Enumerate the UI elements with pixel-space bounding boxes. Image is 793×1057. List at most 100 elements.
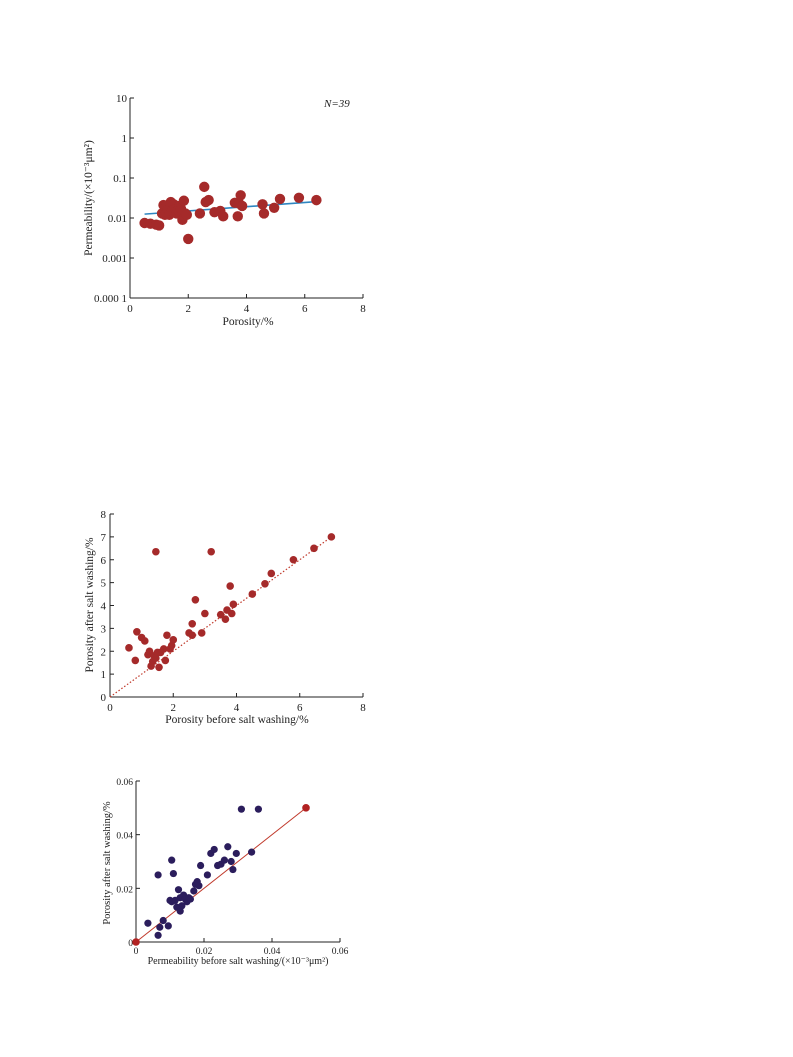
chart2-data-point — [188, 620, 197, 628]
chart1-data-point — [235, 190, 246, 201]
chart2-data-point — [207, 547, 215, 556]
chart2-y-tick-label: 3 — [101, 623, 107, 635]
chart3-highlight-point — [302, 804, 310, 812]
chart2-data-point — [197, 629, 206, 637]
chart-porosity-before-after: 0 2 4 6 8 0 1 2 3 4 5 6 7 8 Porosity before salt wash… — [84, 509, 366, 726]
chart3-data-point — [237, 805, 245, 813]
chart2-y-tick-label: 8 — [101, 509, 107, 521]
chart2-data-point — [131, 656, 140, 665]
chart1-data-point — [232, 211, 243, 222]
chart1-data-point — [194, 208, 206, 219]
chart3-data-point — [224, 843, 232, 851]
chart2-data-point — [169, 636, 178, 644]
chart2-y-label: Porosity after salt washing/% — [84, 537, 96, 673]
chart1-data-point — [203, 194, 214, 206]
chart2-data-point — [261, 579, 269, 588]
chart2-y-tick-label: 5 — [101, 578, 107, 590]
chart3-x-tick-label: 0.02 — [196, 947, 213, 957]
chart3-data-point — [169, 869, 177, 878]
chart2-y-tick-label: 0 — [101, 692, 107, 704]
chart2-data-point — [152, 547, 160, 556]
chart2-data-point — [191, 595, 200, 604]
chart2-data-point — [161, 656, 170, 665]
chart1-data-point — [293, 192, 305, 203]
chart1-data-point — [218, 211, 229, 222]
chart1-data-point — [268, 202, 280, 213]
chart3-x-tick-label: 0.04 — [264, 947, 281, 957]
chart3-data-point — [229, 865, 237, 874]
chart3-data-point — [154, 871, 162, 879]
chart2-data-point — [289, 555, 298, 564]
chart3-data-point — [232, 849, 240, 858]
chart3-data-point — [156, 923, 164, 931]
chart2-data-point — [159, 645, 168, 653]
chart3-data-point — [159, 916, 167, 925]
chart2-data-point — [201, 609, 209, 618]
chart3-data-point — [203, 871, 211, 879]
chart2-x-tick-label: 4 — [234, 702, 240, 714]
chart3-data-point — [248, 848, 256, 856]
chart2-y-tick-label: 1 — [101, 669, 107, 681]
chart3-data-point — [254, 805, 262, 813]
chart1-data-point — [153, 220, 165, 231]
chart1-data-point — [199, 181, 210, 193]
chart2-data-point — [163, 631, 171, 640]
chart2-y-tick-label: 6 — [101, 555, 107, 567]
chart1-x-tick-label: 0 — [127, 303, 133, 315]
chart2-data-point — [155, 663, 163, 672]
chart3-data-point — [186, 895, 194, 903]
chart2-y-tick-label: 7 — [101, 532, 107, 544]
chart3-data-point — [168, 898, 176, 906]
chart3-y-tick-label: 0 — [128, 939, 133, 949]
chart1-x-tick-label: 4 — [244, 303, 250, 315]
chart3-y-tick-label: 0.04 — [116, 832, 133, 842]
chart3-data-point — [210, 845, 218, 854]
chart2-x-label: Porosity before salt washing/% — [165, 714, 309, 726]
chart2-data-point — [310, 544, 318, 553]
chart-permeability-before-after: 0 0.02 0.04 0.06 0 0.02 0.04 0.06 Permeability … — [102, 778, 349, 967]
chart3-data-point — [220, 856, 228, 864]
chart3-x-tick-label: 0 — [134, 947, 139, 957]
chart3-data-point — [190, 887, 198, 895]
chart2-data-point — [125, 644, 133, 652]
chart2-data-point — [327, 533, 336, 541]
chart3-data-point — [227, 857, 235, 866]
chart2-data-point — [188, 631, 197, 640]
chart2-y-tick-label: 4 — [101, 601, 107, 613]
chart1-annotation: N=39 — [323, 98, 350, 110]
chart1-data-point — [181, 209, 192, 221]
chart2-x-tick-label: 2 — [171, 702, 177, 714]
chart3-data-point — [195, 882, 203, 890]
chart2-data-point — [216, 610, 225, 619]
chart1-y-tick-label: 10 — [116, 93, 128, 105]
chart3-data-point — [178, 902, 186, 910]
chart3-y-tick-label: 0.02 — [116, 885, 133, 895]
chart1-y-tick-label: 1 — [122, 133, 128, 145]
chart2-x-tick-label: 8 — [360, 702, 366, 714]
chart1-x-tick-label: 8 — [360, 303, 366, 315]
chart1-y-tick-label: 0.000 1 — [94, 293, 127, 305]
chart2-data-point — [152, 654, 160, 662]
chart3-data-point — [197, 861, 205, 870]
chart3-y-tick-label: 0.06 — [116, 778, 133, 788]
chart2-data-point — [229, 600, 238, 609]
chart2-data-point — [248, 590, 257, 598]
chart1-data-point — [274, 193, 286, 205]
chart1-x-tick-label: 2 — [186, 303, 192, 315]
chart1-y-tick-label: 0.01 — [108, 213, 127, 225]
chart3-data-point — [168, 856, 176, 864]
chart2-data-point — [227, 609, 236, 618]
chart3-x-tick-label: 0.06 — [332, 947, 349, 957]
chart3-x-label: Permeability before salt washing/(×10⁻³μ… — [148, 956, 329, 967]
chart2-data-point — [133, 628, 141, 636]
chart1-y-tick-label: 0.1 — [113, 173, 127, 185]
chart3-data-point — [164, 922, 172, 930]
chart-permeability-vs-porosity: 0 2 4 6 8 0.000 1 0.001 0.01 0.1 1 10 N=39 Porosit… — [83, 93, 366, 328]
chart3-data-point — [144, 919, 152, 927]
chart1-y-label: Permeability/(×10⁻³μm²) — [83, 140, 95, 256]
chart1-data-point — [178, 195, 190, 206]
chart1-data-point — [258, 208, 270, 219]
chart1-x-label: Porosity/% — [222, 316, 274, 328]
chart3-y-label: Porosity after salt washing/% — [102, 801, 113, 925]
